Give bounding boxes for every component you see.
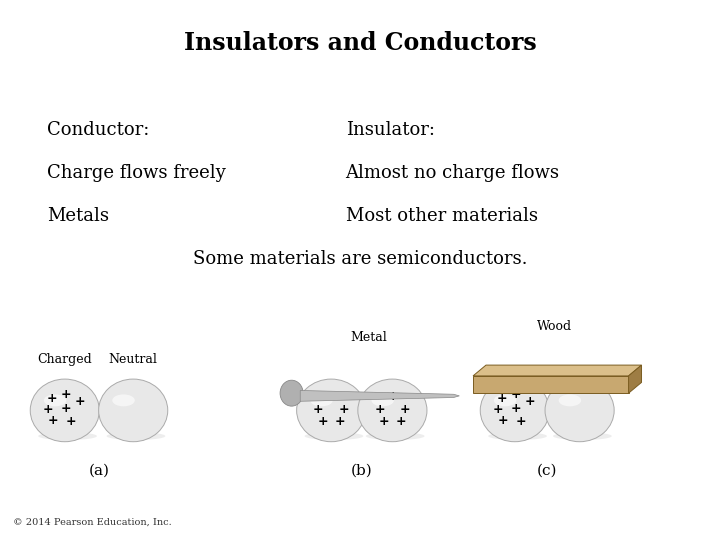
Ellipse shape	[44, 394, 66, 406]
Ellipse shape	[112, 394, 135, 406]
Text: +: +	[327, 390, 337, 403]
Text: (c): (c)	[537, 463, 557, 477]
Ellipse shape	[358, 379, 427, 442]
Text: +: +	[400, 403, 410, 416]
Ellipse shape	[488, 432, 547, 440]
Text: +: +	[516, 415, 526, 428]
Text: +: +	[374, 403, 384, 416]
Ellipse shape	[494, 394, 516, 406]
Polygon shape	[629, 365, 642, 393]
Ellipse shape	[30, 379, 99, 442]
Text: +: +	[511, 402, 521, 415]
Ellipse shape	[107, 432, 166, 440]
Ellipse shape	[480, 379, 549, 442]
Text: +: +	[42, 403, 53, 416]
Text: +: +	[318, 415, 328, 428]
Text: Some materials are semiconductors.: Some materials are semiconductors.	[193, 250, 527, 268]
Ellipse shape	[38, 432, 97, 440]
Polygon shape	[300, 390, 459, 401]
Text: Neutral: Neutral	[109, 353, 158, 366]
Text: +: +	[335, 415, 345, 428]
Text: +: +	[47, 392, 57, 405]
Text: +: +	[339, 403, 349, 416]
Ellipse shape	[99, 379, 168, 442]
Text: Metals: Metals	[47, 207, 109, 225]
Text: +: +	[525, 395, 535, 408]
Text: Charge flows freely: Charge flows freely	[47, 164, 225, 182]
Text: (a): (a)	[89, 463, 109, 477]
Text: Conductor:: Conductor:	[47, 120, 149, 139]
Text: +: +	[379, 415, 389, 428]
Text: Almost no charge flows: Almost no charge flows	[346, 164, 559, 182]
Text: Metal: Metal	[351, 331, 387, 344]
Text: +: +	[497, 392, 507, 405]
Text: +: +	[61, 388, 71, 401]
Text: Insulator:: Insulator:	[346, 120, 435, 139]
Ellipse shape	[280, 380, 303, 406]
Text: (b): (b)	[351, 463, 373, 477]
Text: +: +	[511, 388, 521, 401]
Text: +: +	[75, 395, 85, 408]
Text: Most other materials: Most other materials	[346, 207, 538, 225]
Ellipse shape	[545, 379, 614, 442]
Polygon shape	[473, 376, 629, 393]
Text: +: +	[498, 414, 508, 427]
Text: +: +	[66, 415, 76, 428]
Ellipse shape	[553, 432, 612, 440]
Text: +: +	[388, 390, 398, 403]
Text: +: +	[61, 402, 71, 415]
Ellipse shape	[372, 394, 394, 406]
Text: Wood: Wood	[537, 320, 572, 333]
Text: +: +	[313, 403, 323, 416]
Text: Charged: Charged	[37, 353, 92, 366]
Ellipse shape	[310, 394, 333, 406]
Text: +: +	[48, 414, 58, 427]
Text: +: +	[492, 403, 503, 416]
Ellipse shape	[297, 379, 366, 442]
Text: Insulators and Conductors: Insulators and Conductors	[184, 31, 536, 55]
Ellipse shape	[366, 432, 425, 440]
Ellipse shape	[305, 432, 364, 440]
Text: +: +	[396, 415, 406, 428]
Polygon shape	[473, 365, 642, 376]
Text: © 2014 Pearson Education, Inc.: © 2014 Pearson Education, Inc.	[13, 517, 171, 526]
Ellipse shape	[559, 394, 581, 406]
